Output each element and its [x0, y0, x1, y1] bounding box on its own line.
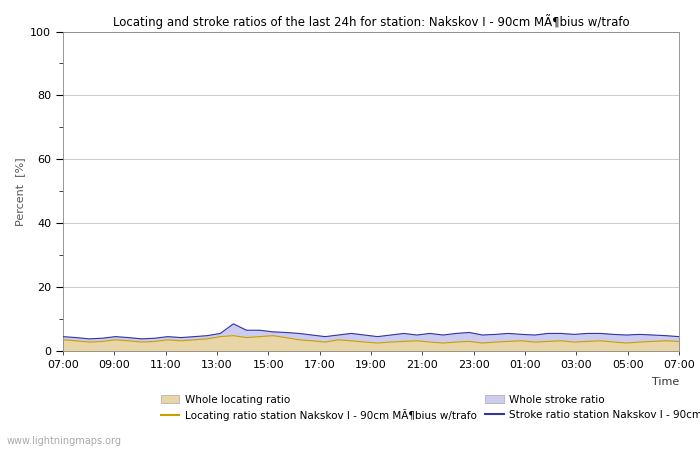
Title: Locating and stroke ratios of the last 24h for station: Nakskov I - 90cm MÃ¶bius: Locating and stroke ratios of the last 2…: [113, 14, 629, 29]
Text: Time: Time: [652, 377, 679, 387]
Legend: Whole locating ratio, Locating ratio station Nakskov I - 90cm MÃ¶bius w/trafo, W: Whole locating ratio, Locating ratio sta…: [160, 395, 700, 421]
Text: www.lightningmaps.org: www.lightningmaps.org: [7, 436, 122, 446]
Y-axis label: Percent  [%]: Percent [%]: [15, 157, 24, 225]
